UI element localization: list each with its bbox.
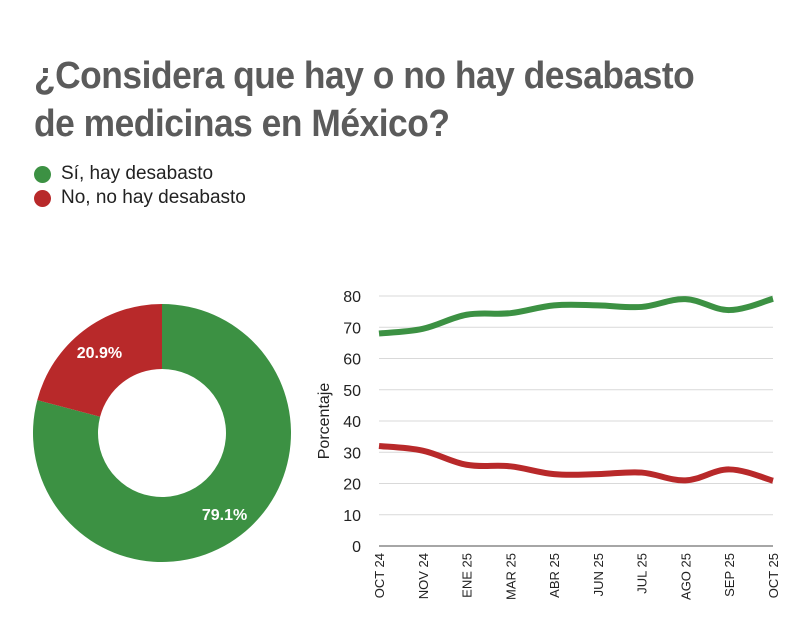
legend: Sí, hay desabasto No, no hay desabasto [34,162,246,210]
x-tick-label: JUL 25 [635,553,650,594]
x-tick-label: OCT 25 [766,553,781,598]
y-tick-80: 80 [343,289,361,306]
x-tick-label: OCT 24 [372,553,387,598]
x-tick-label: AGO 25 [678,553,693,600]
donut-slice-0 [33,304,292,562]
y-tick-0: 0 [352,539,361,556]
donut-label-1: 20.9% [77,345,122,362]
legend-label-no: No, no hay desabasto [61,187,246,208]
legend-label-si: Sí, hay desabasto [61,163,214,184]
legend-marker-no [34,189,51,207]
donut-slice-1 [37,304,163,417]
y-tick-20: 20 [343,477,361,494]
y-tick-50: 50 [343,383,361,400]
y-axis-label: Porcentaje [316,383,333,460]
x-tick-label: ENE 25 [460,553,475,598]
legend-item-si: Sí, hay desabasto [34,162,246,186]
legend-item-no: No, no hay desabasto [34,186,246,210]
line-chart: 0 10 20 30 40 50 60 70 80 OCT 24 NOV 24 ENE 25 MAR 2… [316,289,781,600]
y-tick-60: 60 [343,352,361,369]
x-tick-label: SEP 25 [722,553,737,597]
legend-marker-si [34,165,51,183]
y-tick-70: 70 [343,320,361,337]
x-tick-label: ABR 25 [547,553,562,598]
chart-title: ¿Considera que hay o no hay desabasto de… [34,55,695,145]
y-tick-40: 40 [343,414,361,431]
y-tick-10: 10 [343,508,361,525]
donut-label-0: 79.1% [202,507,247,524]
x-tick-label: NOV 24 [416,553,431,599]
y-tick-30: 30 [343,445,361,462]
donut-chart: 79.1% 20.9% [33,304,292,562]
series-line-si [378,295,774,337]
x-tick-label: MAR 25 [503,553,518,600]
x-tick-label: JUN 25 [591,553,606,596]
series-line-no [378,443,774,484]
